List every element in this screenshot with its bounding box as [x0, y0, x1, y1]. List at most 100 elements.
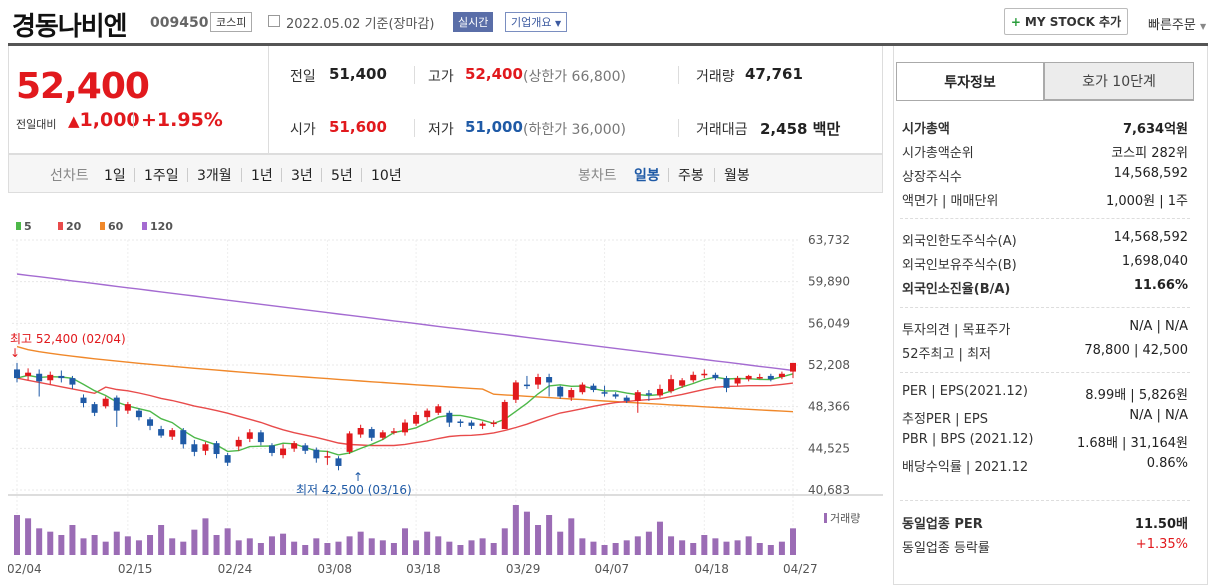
plus-icon: + [1010, 14, 1021, 29]
candle [579, 384, 586, 393]
candle-monthly[interactable]: 월봉 [724, 168, 750, 184]
info-value: 1,698,040 [1121, 254, 1188, 269]
candle [413, 414, 420, 424]
divider [134, 168, 135, 182]
candle [734, 378, 741, 384]
info-label: 동일업종 PER [902, 517, 983, 532]
volume-bar [102, 541, 109, 555]
corp-overview-label: 기업개요 [511, 16, 552, 29]
divider [414, 66, 415, 84]
volume-bar [257, 543, 264, 555]
candle [490, 422, 497, 425]
volume-bar [135, 540, 142, 555]
candle [590, 385, 597, 391]
tab-investment-info[interactable]: 투자정보 [896, 62, 1044, 100]
volume-bar [36, 528, 43, 555]
volume-bar [346, 536, 353, 555]
price-change-value: 1,000 [79, 109, 140, 131]
period-3m[interactable]: 3개월 [197, 168, 232, 184]
candle [14, 369, 20, 379]
volume-bar [246, 538, 253, 555]
volume-bar [778, 541, 785, 555]
section-divider [900, 218, 1190, 219]
period-5y[interactable]: 5년 [331, 168, 353, 184]
candle [357, 427, 364, 435]
candle [701, 373, 708, 376]
info-value: 1.68배 | 31,164원 [1077, 436, 1188, 451]
divider [714, 168, 715, 182]
candle [224, 455, 231, 463]
volume-bar [557, 531, 564, 555]
candle [535, 377, 542, 385]
up-triangle-icon: ▲ [68, 112, 80, 130]
amount-value: 2,458 백만 [760, 120, 841, 138]
volume-bar [379, 540, 386, 555]
add-my-stock-button[interactable]: + MY STOCK 추가 [1004, 8, 1128, 35]
candle [324, 456, 331, 458]
add-my-stock-label: MY STOCK 추가 [1024, 15, 1122, 29]
chevron-down-icon: ▼ [1199, 22, 1207, 31]
volume-bar [668, 536, 675, 555]
info-label: PER | EPS(2021.12) [902, 384, 1028, 399]
info-label: 외국인소진율(B/A) [902, 282, 1011, 297]
quick-order-link[interactable]: 빠른주문 ▼ [1148, 14, 1206, 33]
candle [623, 397, 630, 401]
price-chart[interactable]: 5 20 60 120 63,732 59,890 56,049 52,208 48,366 44… [8, 200, 883, 585]
price-change: ▲1,000 [68, 109, 140, 131]
divider [321, 168, 322, 182]
period-1y[interactable]: 1년 [251, 168, 273, 184]
period-1d[interactable]: 1일 [104, 168, 126, 184]
candle [36, 373, 43, 382]
down-arrow-icon: ↓ [10, 346, 20, 360]
volume-bar [124, 536, 131, 555]
volume-bar [280, 533, 287, 555]
candle [80, 397, 87, 404]
candle [91, 404, 98, 413]
info-label: 배당수익률 | 2021.12 [902, 460, 1029, 475]
stock-name: 경동나비엔 [12, 12, 128, 42]
candle [335, 458, 342, 466]
open-value: 51,600 [329, 118, 387, 136]
info-value: N/A | N/A [1129, 408, 1188, 423]
candle [790, 362, 796, 372]
base-date: 2022.05.02 기준(장마감) [286, 17, 435, 32]
corp-overview-dropdown[interactable]: 기업개요 ▼ [505, 12, 568, 32]
period-1w[interactable]: 1주일 [144, 168, 179, 184]
info-label: 외국인보유주식수(B) [902, 258, 1017, 273]
volume-bar [158, 525, 165, 555]
info-label: 투자의견 | 목표주가 [902, 323, 1011, 338]
volume-bar [645, 531, 652, 555]
volume-bar [58, 535, 65, 555]
x-tick-label: 04/07 [595, 562, 630, 576]
divider [896, 100, 1194, 101]
x-tick-label: 04/27 [783, 562, 818, 576]
prev-close-value: 51,400 [329, 65, 387, 83]
prev-close-label: 전일 [290, 69, 316, 85]
period-10y[interactable]: 10년 [371, 168, 402, 184]
candle [147, 419, 154, 426]
volume-bar [745, 536, 752, 555]
candle [557, 386, 564, 397]
volume-bar [546, 515, 553, 555]
candle [446, 412, 453, 423]
candle [634, 392, 641, 401]
realtime-button[interactable]: 실시간 [453, 12, 494, 32]
volume-bar [324, 543, 331, 555]
candle [612, 394, 619, 397]
candle-daily[interactable]: 일봉 [634, 168, 660, 184]
candle-weekly[interactable]: 주봉 [678, 168, 704, 184]
upper-limit: (상한가 66,800) [523, 69, 627, 85]
volume-bar [91, 535, 98, 555]
period-3y[interactable]: 3년 [291, 168, 313, 184]
volume-bar [501, 528, 508, 555]
divider [678, 66, 679, 84]
info-value: +1.35% [1135, 537, 1188, 552]
candle [180, 430, 187, 445]
volume-bar [723, 541, 730, 555]
candle [124, 404, 131, 411]
candle [69, 378, 76, 385]
tab-order-book[interactable]: 호가 10단계 [1044, 62, 1194, 100]
line-chart-label: 선차트 [50, 168, 89, 184]
candle [546, 377, 553, 383]
candle [135, 410, 142, 418]
